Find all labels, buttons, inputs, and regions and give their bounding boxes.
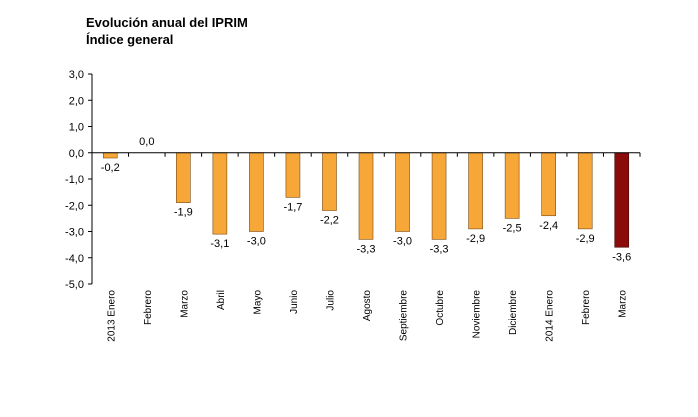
y-tick-label: 3,0 <box>69 69 84 81</box>
y-tick-label: -3,0 <box>65 227 84 239</box>
bar <box>176 152 191 203</box>
data-label: -3,6 <box>612 251 631 263</box>
data-label: -2,9 <box>466 233 485 245</box>
bar <box>614 152 630 248</box>
category-label: Noviembre <box>472 290 483 339</box>
category-label: 2013 Enero <box>106 290 117 342</box>
y-tick-label: -2,0 <box>65 200 84 212</box>
bar <box>431 152 447 240</box>
bars <box>102 152 630 248</box>
bar <box>504 152 520 219</box>
data-label: -1,9 <box>174 207 193 219</box>
bar <box>358 152 374 240</box>
data-label: -3,1 <box>210 238 229 250</box>
bar <box>395 152 410 232</box>
category-labels: 2013 Enero Febrero Marzo Abril Mayo Junio Juli… <box>106 290 628 342</box>
bar <box>541 152 556 217</box>
category-label: Octubre <box>435 290 446 326</box>
data-label: -0,2 <box>101 162 120 174</box>
y-tick-label: -4,0 <box>65 253 84 265</box>
data-label: -2,2 <box>320 215 339 227</box>
y-tick-label: 2,0 <box>69 95 84 107</box>
data-label: -1,7 <box>283 201 302 213</box>
bar <box>468 152 483 230</box>
category-label: Mayo <box>252 290 263 315</box>
category-label: Marzo <box>618 290 629 318</box>
data-label: -2,9 <box>576 233 595 245</box>
bar <box>577 152 593 230</box>
bar <box>212 152 228 235</box>
chart-title: Evolución anual del IPRIM <box>86 15 248 30</box>
y-tick-label: 1,0 <box>69 122 84 134</box>
y-tick-label: -5,0 <box>65 279 84 291</box>
category-label: Agosto <box>362 290 373 322</box>
chart-subtitle: Índice general <box>86 32 174 47</box>
category-label: 2014 Enero <box>545 290 556 342</box>
chart-title-block: Evolución anual del IPRIM Índice general <box>86 14 248 48</box>
category-label: Julio <box>325 290 336 311</box>
category-label: Febrero <box>581 290 592 325</box>
bar <box>249 152 264 232</box>
data-label: -3,3 <box>430 243 449 255</box>
y-tick-label: -1,0 <box>65 174 84 186</box>
data-labels: -0,2 0,0 -1,9 -3,1 -3,0 -1,7 -2,2 -3,3 -3,0 -3,3 -… <box>101 136 631 264</box>
bar <box>102 152 118 159</box>
y-axis: 3,0 2,0 1,0 0,0 -1,0 -2,0 -3,0 -4,0 -5,0 <box>65 69 93 291</box>
data-label: -2,5 <box>503 222 522 234</box>
data-label: -3,0 <box>247 236 266 248</box>
category-label: Febrero <box>143 290 154 325</box>
category-label: Junio <box>289 290 300 314</box>
data-label: 0,0 <box>139 136 154 148</box>
zero-axis <box>91 152 641 157</box>
category-label: Marzo <box>179 290 190 318</box>
bar <box>322 152 337 211</box>
data-label: -3,0 <box>393 236 412 248</box>
bar <box>285 152 301 198</box>
data-label: -2,4 <box>539 220 558 232</box>
y-tick-label: 0,0 <box>69 148 84 160</box>
category-label: Abril <box>216 290 227 310</box>
category-label: Diciembre <box>508 290 519 335</box>
category-label: Septiembre <box>399 290 410 342</box>
data-label: -3,3 <box>357 243 376 255</box>
